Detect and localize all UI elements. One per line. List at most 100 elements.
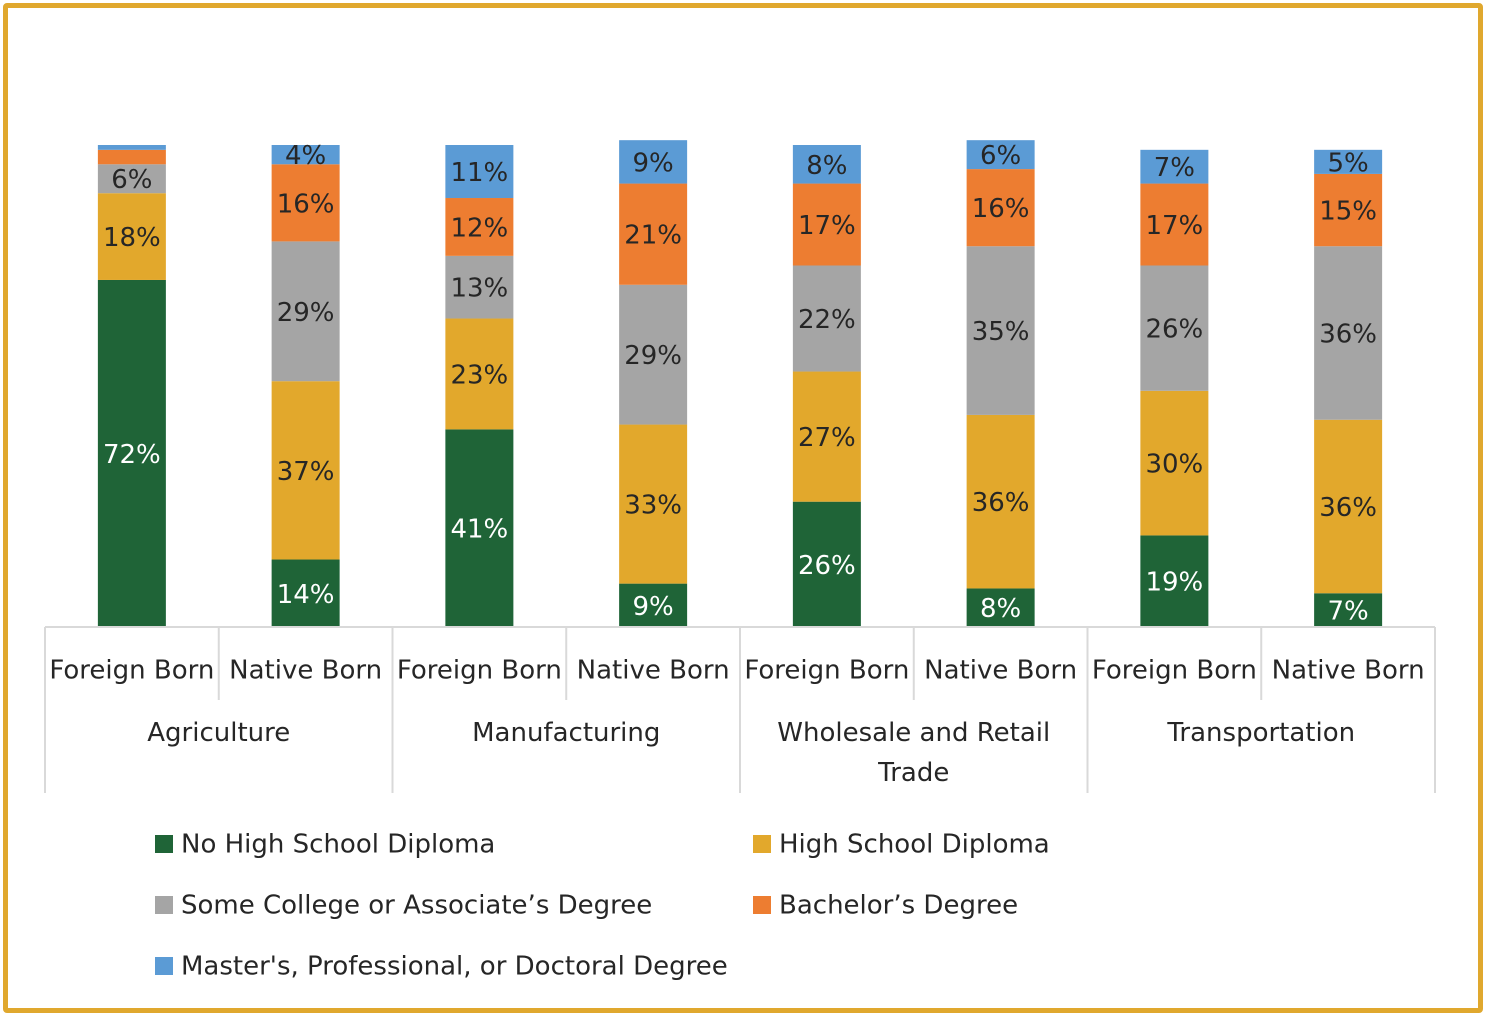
data-label: 35% [972, 317, 1030, 347]
legend-swatch [753, 835, 771, 853]
bar-segment [97, 145, 166, 150]
group-label: Transportation [1167, 718, 1356, 748]
data-label: 18% [103, 223, 161, 253]
bar-segment [445, 145, 514, 199]
bar-segment [619, 424, 688, 584]
data-label: 29% [277, 298, 335, 328]
data-label: 41% [450, 515, 508, 545]
data-label: 11% [450, 158, 508, 188]
bar-segment [271, 145, 340, 165]
data-label: 27% [798, 423, 856, 453]
data-label: 16% [277, 189, 335, 219]
x-tick-label: Foreign Born [744, 656, 909, 686]
x-tick-label: Native Born [924, 656, 1077, 686]
data-label: 14% [277, 580, 335, 610]
bar-segment [97, 149, 166, 165]
data-label: 6% [980, 141, 1021, 171]
x-tick-label: Native Born [577, 656, 730, 686]
legend-swatch [155, 957, 173, 975]
x-tick-label: Native Born [1272, 656, 1425, 686]
legend-swatch [753, 896, 771, 914]
data-label: 12% [450, 213, 508, 243]
bar-segment [445, 255, 514, 319]
bar-segment [97, 164, 166, 194]
bar-segment [966, 588, 1035, 627]
bar-segment [966, 246, 1035, 415]
bar-segment [271, 559, 340, 627]
legend-label: Bachelor’s Degree [779, 891, 1018, 921]
legend-swatch [155, 835, 173, 853]
data-label: 23% [450, 360, 508, 390]
group-label: Manufacturing [472, 718, 661, 748]
bar-segment [271, 381, 340, 560]
data-label: 8% [806, 151, 847, 181]
data-label: 33% [624, 491, 682, 521]
group-label: Wholesale and Retail Trade [777, 718, 1051, 788]
data-label: 7% [1328, 597, 1369, 627]
data-label: 26% [798, 551, 856, 581]
data-label: 30% [1145, 450, 1203, 480]
legend-label: No High School Diploma [181, 830, 495, 860]
bar-segment [271, 164, 340, 242]
bar-segment [792, 265, 861, 372]
data-label: 36% [1319, 319, 1377, 349]
data-label: 72% [103, 440, 161, 470]
data-label: 5% [1328, 148, 1369, 178]
data-label: 9% [633, 148, 674, 178]
x-tick-label: Foreign Born [1092, 656, 1257, 686]
data-label: 6% [111, 165, 152, 195]
bar-segment [445, 198, 514, 256]
bar-segment [97, 279, 166, 627]
bar-segment [619, 583, 688, 627]
data-label: 22% [798, 305, 856, 335]
bar-segment [271, 241, 340, 382]
bar-segment [1314, 173, 1383, 247]
data-label: 17% [1145, 211, 1203, 241]
bar-segment [1140, 390, 1209, 536]
bar-segment [97, 193, 166, 280]
data-label: 21% [624, 221, 682, 251]
bar-segment [1314, 246, 1383, 420]
bar-segment [619, 140, 688, 184]
data-label: 17% [798, 211, 856, 241]
bar-segment [1140, 535, 1209, 627]
data-label: 7% [1154, 153, 1195, 183]
bar-segment [792, 183, 861, 266]
bar-segment [966, 169, 1035, 247]
bar-segment [792, 145, 861, 184]
x-tick-label: Foreign Born [49, 656, 214, 686]
legend-label: Master's, Professional, or Doctoral Degr… [181, 952, 728, 982]
bar-segment [1314, 149, 1383, 174]
data-label: 15% [1319, 197, 1377, 227]
data-label: 37% [277, 457, 335, 487]
bar-segment [445, 429, 514, 627]
bar-segment [619, 284, 688, 425]
bar-segment [966, 140, 1035, 170]
bar-segment [1314, 593, 1383, 627]
x-tick-label: Native Born [229, 656, 382, 686]
bar-segment [1140, 183, 1209, 266]
bar-segment [966, 414, 1035, 589]
data-label: 36% [1319, 493, 1377, 523]
chart-frame [3, 3, 1483, 1013]
data-label: 19% [1145, 568, 1203, 598]
legend-label: High School Diploma [779, 830, 1050, 860]
bar-segment [1140, 149, 1209, 184]
bar-segment [792, 371, 861, 502]
bar-segment [792, 501, 861, 627]
data-label: 36% [972, 488, 1030, 518]
bar-segment [445, 318, 514, 430]
data-label: 13% [450, 274, 508, 304]
legend-swatch [155, 896, 173, 914]
data-label: 26% [1145, 315, 1203, 345]
data-label: 8% [980, 594, 1021, 624]
bar-segment [1314, 419, 1383, 594]
data-label: 9% [633, 592, 674, 622]
data-label: 4% [285, 141, 326, 171]
x-tick-label: Foreign Born [397, 656, 562, 686]
bar-segment [1140, 265, 1209, 391]
data-label: 16% [972, 194, 1030, 224]
data-label: 29% [624, 341, 682, 371]
bar-segment [619, 183, 688, 285]
